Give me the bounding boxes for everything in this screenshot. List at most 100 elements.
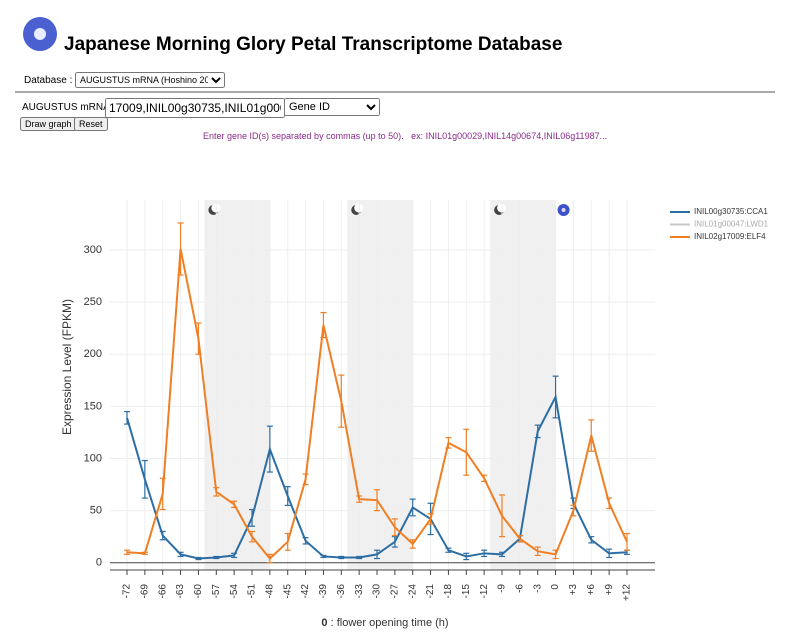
error-bar bbox=[570, 504, 577, 517]
y-tick-label: 300 bbox=[84, 244, 102, 256]
x-tick-label: -12 bbox=[479, 584, 490, 599]
error-bar bbox=[124, 549, 130, 555]
error-bar bbox=[249, 508, 255, 527]
error-bar bbox=[588, 536, 595, 544]
error-bar bbox=[195, 556, 202, 561]
x-tick-label: -48 bbox=[264, 584, 275, 599]
error-bar bbox=[320, 311, 327, 339]
error-bar bbox=[409, 539, 416, 549]
error-bar bbox=[338, 374, 345, 428]
error-bar bbox=[338, 555, 345, 560]
draw-button[interactable]: Draw graph bbox=[20, 117, 77, 131]
y-axis-label: Expression Level (FPKM) bbox=[60, 299, 74, 435]
x-tick-label: -60 bbox=[193, 584, 204, 599]
id-type-select[interactable]: Gene ID bbox=[284, 98, 380, 116]
error-bar bbox=[481, 549, 488, 558]
database-select[interactable]: AUGUSTUS mRNA (Hoshino 2016) bbox=[75, 72, 225, 88]
error-bar bbox=[409, 498, 416, 517]
error-bar bbox=[195, 322, 202, 355]
hint: Enter gene ID(s) separated by commas (up… bbox=[203, 131, 608, 141]
x-tick-label: -39 bbox=[318, 584, 329, 599]
x-tick-label: -18 bbox=[443, 584, 454, 599]
x-tick-label: -45 bbox=[282, 584, 293, 599]
error-bar bbox=[284, 486, 291, 506]
x-axis-label: 0 : flower opening time (h) bbox=[321, 617, 448, 629]
x-tick-label: -3 bbox=[532, 584, 543, 593]
x-tick-label: -9 bbox=[497, 584, 508, 593]
x-tick-label: 0 bbox=[550, 584, 561, 590]
night-band bbox=[204, 200, 270, 570]
error-bar bbox=[606, 497, 613, 510]
page-title: Japanese Morning Glory Petal Transcripto… bbox=[64, 34, 563, 55]
x-tick-label: -69 bbox=[139, 584, 150, 599]
error-bar bbox=[124, 410, 130, 425]
night-band bbox=[347, 200, 413, 570]
error-bar bbox=[177, 551, 184, 558]
error-bar bbox=[284, 532, 291, 551]
error-bar bbox=[534, 546, 541, 557]
x-tick-label: -66 bbox=[157, 584, 168, 599]
x-tick-label: +9 bbox=[604, 584, 615, 596]
error-bar bbox=[374, 549, 380, 560]
error-bar bbox=[159, 477, 166, 511]
error-bar bbox=[177, 222, 184, 276]
error-bar bbox=[516, 535, 523, 543]
x-tick-label: -6 bbox=[514, 584, 525, 593]
x-tick-label: -33 bbox=[354, 584, 365, 599]
legend-label: INIL01g00047:LWD1 bbox=[694, 220, 769, 229]
error-bar bbox=[302, 473, 309, 486]
error-bar bbox=[213, 555, 220, 560]
x-tick-label: -51 bbox=[247, 584, 258, 599]
error-bar bbox=[445, 437, 452, 449]
legend-label: INIL00g30735:CCA1 bbox=[694, 207, 768, 216]
error-bar bbox=[266, 425, 273, 473]
error-bar bbox=[302, 537, 309, 545]
x-tick-label: -27 bbox=[389, 584, 400, 599]
x-axis-key: 0 bbox=[321, 617, 327, 629]
x-axis-text: : flower opening time (h) bbox=[328, 617, 449, 629]
x-tick-label: +3 bbox=[568, 584, 579, 596]
x-tick-label: -36 bbox=[336, 584, 347, 599]
database-label: Database : bbox=[24, 75, 73, 86]
error-bar bbox=[231, 552, 238, 559]
reset-button[interactable]: Reset bbox=[74, 117, 108, 131]
error-bar bbox=[391, 536, 398, 548]
error-bar bbox=[356, 495, 363, 503]
x-tick-label: -30 bbox=[372, 584, 383, 599]
input-label: AUGUSTUS mRNA : bbox=[22, 102, 115, 113]
error-bar bbox=[374, 489, 380, 512]
y-tick-label: 50 bbox=[90, 504, 102, 516]
error-bar bbox=[624, 532, 630, 551]
legend-label: INIL02g17009:ELF4 bbox=[694, 232, 766, 241]
x-tick-label: -24 bbox=[407, 584, 418, 599]
x-tick-label: -57 bbox=[211, 584, 222, 599]
error-bar bbox=[231, 500, 238, 509]
y-tick-label: 250 bbox=[84, 296, 102, 308]
flower-center bbox=[561, 208, 566, 212]
error-bar bbox=[427, 513, 434, 525]
error-bar bbox=[588, 419, 595, 452]
x-tick-label: +12 bbox=[622, 584, 633, 601]
x-tick-label: -42 bbox=[300, 584, 311, 599]
y-tick-label: 100 bbox=[84, 452, 102, 464]
y-tick-label: 200 bbox=[84, 348, 102, 360]
error-bar bbox=[320, 554, 327, 559]
error-bar bbox=[266, 553, 273, 564]
error-bar bbox=[499, 551, 505, 558]
logo-center bbox=[34, 28, 46, 40]
gene-input[interactable] bbox=[105, 98, 285, 118]
error-bar bbox=[141, 459, 148, 499]
error-bar bbox=[445, 547, 452, 553]
error-bar bbox=[391, 518, 398, 537]
y-tick-label: 150 bbox=[84, 400, 102, 412]
x-tick-label: +6 bbox=[586, 584, 597, 596]
error-bar bbox=[356, 555, 363, 560]
error-bar bbox=[141, 551, 148, 555]
error-bar bbox=[249, 530, 255, 543]
error-bar bbox=[534, 424, 541, 439]
error-bar bbox=[499, 494, 505, 538]
error-bar bbox=[213, 487, 220, 497]
error-bar bbox=[606, 548, 613, 559]
